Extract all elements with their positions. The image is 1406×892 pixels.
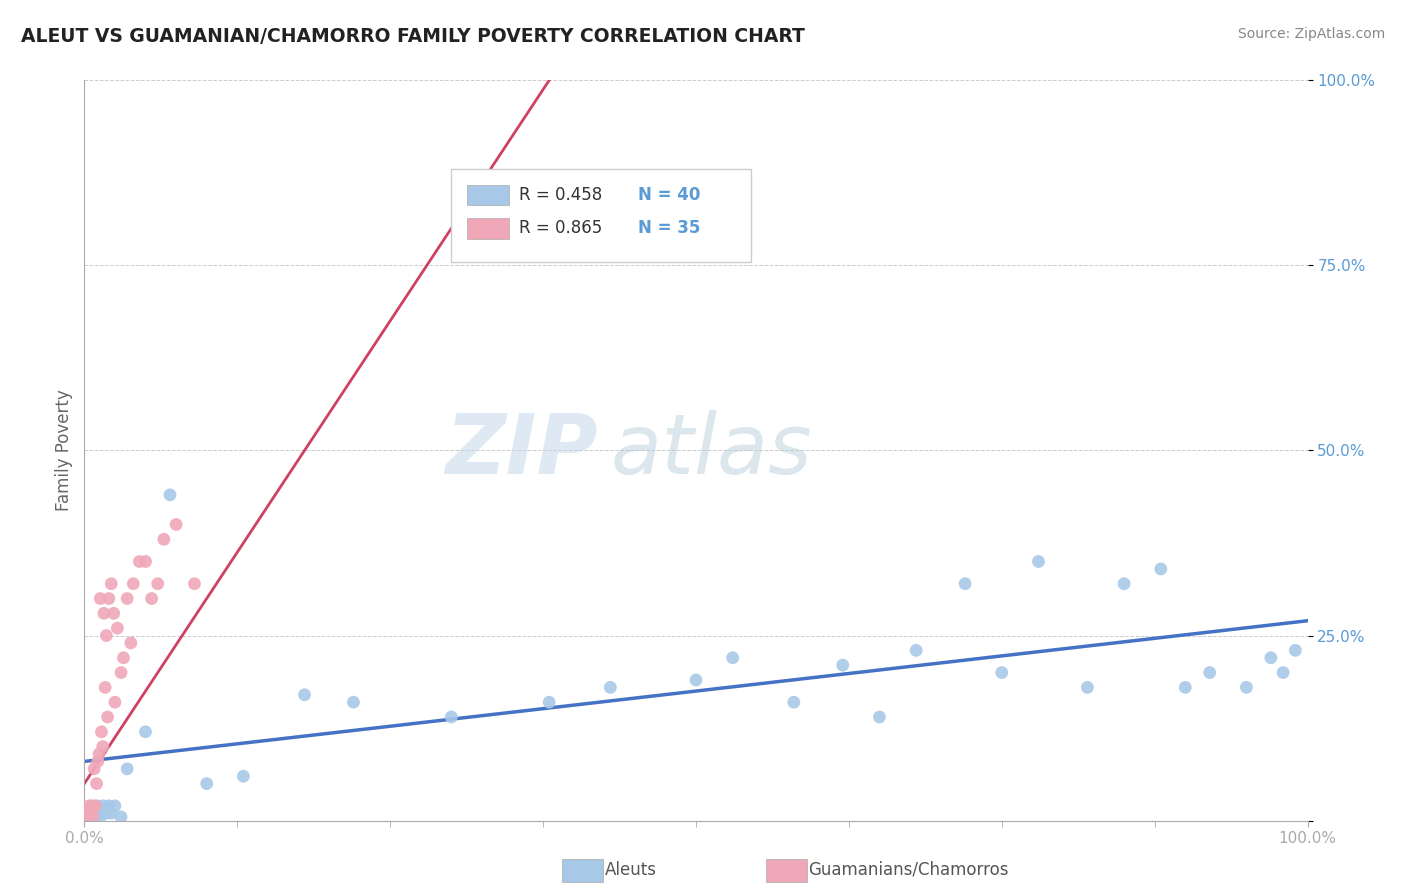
Point xyxy=(83,810,105,824)
Point xyxy=(153,533,176,547)
Point xyxy=(1174,681,1197,695)
Point xyxy=(165,517,187,532)
Point xyxy=(115,591,138,606)
Point xyxy=(1284,643,1306,657)
Point xyxy=(135,555,157,569)
Point xyxy=(685,673,707,687)
Point xyxy=(89,591,111,606)
Point xyxy=(159,488,181,502)
Point xyxy=(96,806,118,821)
Point xyxy=(905,643,928,657)
Point xyxy=(991,665,1014,680)
Point xyxy=(232,769,254,783)
Point xyxy=(104,695,127,709)
Text: Guamanians/Chamorros: Guamanians/Chamorros xyxy=(808,861,1010,879)
Point xyxy=(100,576,122,591)
Text: ALEUT VS GUAMANIAN/CHAMORRO FAMILY POVERTY CORRELATION CHART: ALEUT VS GUAMANIAN/CHAMORRO FAMILY POVER… xyxy=(21,27,806,45)
Y-axis label: Family Poverty: Family Poverty xyxy=(55,390,73,511)
Point xyxy=(84,798,107,813)
Point xyxy=(89,810,111,824)
Point xyxy=(97,710,120,724)
Point xyxy=(86,798,108,813)
Point xyxy=(721,650,744,665)
Point xyxy=(94,681,117,695)
Point xyxy=(93,607,115,621)
FancyBboxPatch shape xyxy=(467,185,509,205)
Point xyxy=(1150,562,1173,576)
Point xyxy=(128,555,150,569)
Point xyxy=(146,576,169,591)
Point xyxy=(110,665,132,680)
Point xyxy=(100,806,122,821)
Text: N = 40: N = 40 xyxy=(638,186,700,204)
Text: atlas: atlas xyxy=(610,410,813,491)
Point xyxy=(115,762,138,776)
Text: R = 0.865: R = 0.865 xyxy=(519,219,602,237)
Point xyxy=(97,798,120,813)
Point xyxy=(440,710,463,724)
Point xyxy=(195,776,218,791)
FancyBboxPatch shape xyxy=(451,169,751,261)
Point xyxy=(1076,681,1098,695)
Point xyxy=(103,607,125,621)
Point xyxy=(76,806,98,821)
Text: R = 0.458: R = 0.458 xyxy=(519,186,602,204)
Point xyxy=(112,650,135,665)
Point xyxy=(83,762,105,776)
Point xyxy=(953,576,976,591)
Point xyxy=(1028,555,1050,569)
Point xyxy=(97,591,120,606)
Text: N = 35: N = 35 xyxy=(638,219,700,237)
Point xyxy=(141,591,163,606)
Point xyxy=(110,810,132,824)
Point xyxy=(79,806,101,821)
Point xyxy=(87,755,110,769)
Point xyxy=(294,688,316,702)
Point xyxy=(91,739,114,754)
Text: ZIP: ZIP xyxy=(446,410,598,491)
Point xyxy=(1272,665,1295,680)
Text: Source: ZipAtlas.com: Source: ZipAtlas.com xyxy=(1237,27,1385,41)
Point xyxy=(122,576,145,591)
Point xyxy=(120,636,142,650)
Point xyxy=(87,747,110,761)
Point xyxy=(80,798,103,813)
Point xyxy=(599,681,621,695)
Point xyxy=(77,798,100,813)
Point xyxy=(77,810,100,824)
Point xyxy=(79,810,101,824)
Point xyxy=(538,695,561,709)
Point xyxy=(1114,576,1136,591)
Point xyxy=(831,658,853,673)
Point xyxy=(869,710,891,724)
Point xyxy=(86,776,108,791)
Point xyxy=(104,798,127,813)
Point xyxy=(96,628,118,642)
Point xyxy=(342,695,364,709)
Point xyxy=(183,576,205,591)
Point xyxy=(82,806,104,821)
Point xyxy=(87,806,110,821)
Text: Aleuts: Aleuts xyxy=(605,861,657,879)
Point xyxy=(1236,681,1258,695)
Point xyxy=(105,621,128,635)
Point xyxy=(135,724,157,739)
Point xyxy=(90,724,112,739)
Point xyxy=(82,810,104,824)
Point xyxy=(91,798,114,813)
FancyBboxPatch shape xyxy=(467,218,509,239)
Point xyxy=(1198,665,1220,680)
Point xyxy=(1260,650,1282,665)
Point xyxy=(783,695,806,709)
